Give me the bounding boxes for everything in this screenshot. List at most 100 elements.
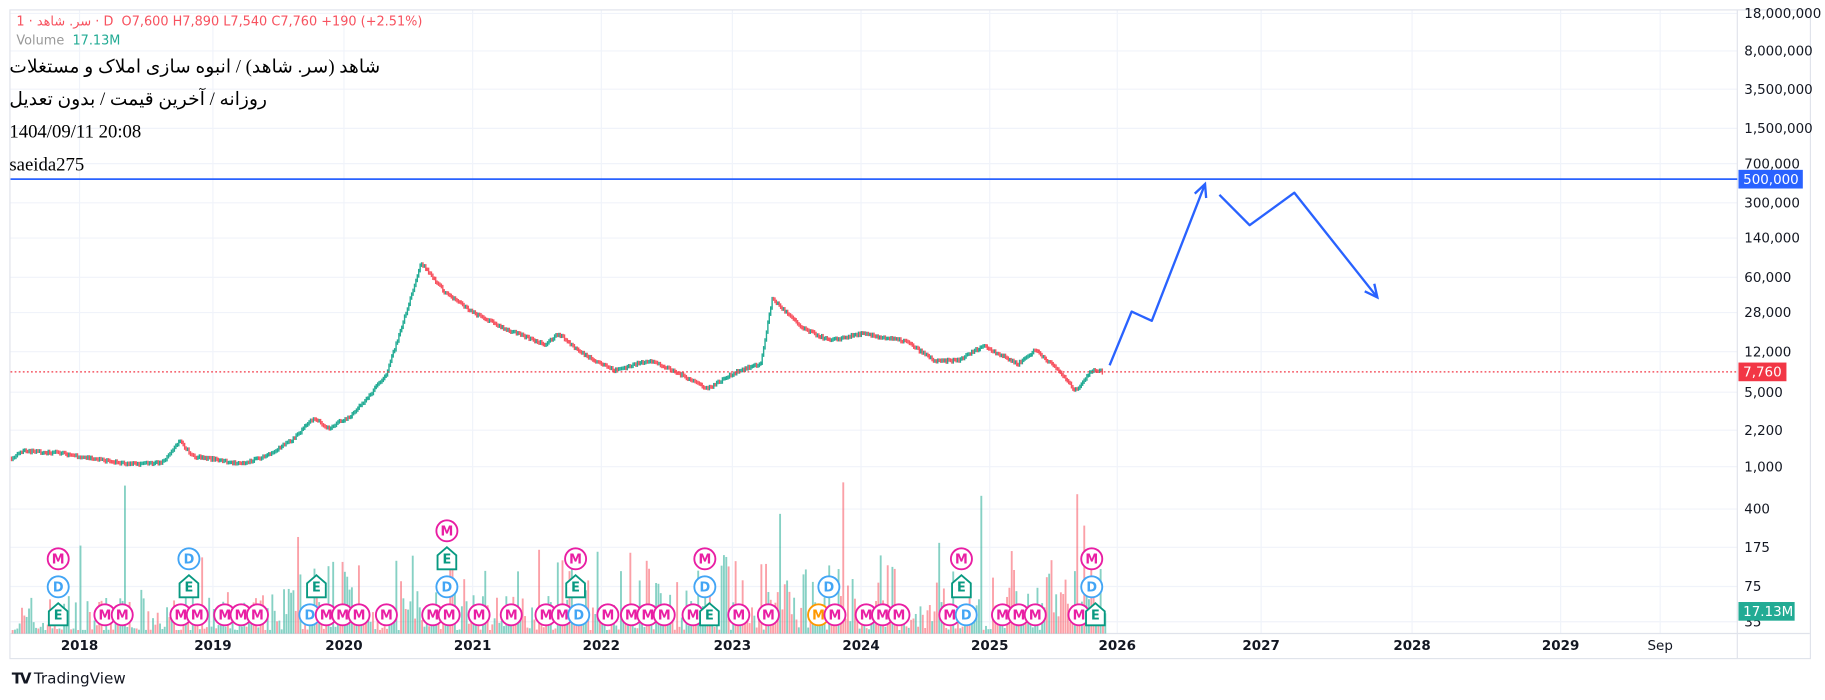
volume-bar (587, 580, 590, 634)
forecast-path-drawing[interactable] (1108, 183, 1207, 366)
dividend-event-icon[interactable] (177, 547, 201, 571)
volume-bar (947, 629, 950, 634)
volume-bar (907, 627, 910, 634)
volume-bar (409, 601, 412, 634)
market-event-icon[interactable] (499, 603, 523, 627)
dividend-event-icon[interactable] (567, 603, 591, 627)
volume-bar (926, 610, 929, 634)
volume-bar (800, 607, 803, 634)
event-label: M (996, 609, 1009, 624)
market-event-icon[interactable] (185, 603, 209, 627)
market-event-icon[interactable] (347, 603, 371, 627)
volume-bar (872, 620, 875, 634)
volume-bar (460, 606, 463, 634)
volume-bar (830, 625, 833, 634)
dividend-event-icon[interactable] (817, 575, 841, 599)
volume-bar (65, 624, 68, 634)
market-event-icon[interactable] (756, 603, 780, 627)
market-event-icon[interactable] (727, 603, 751, 627)
volume-bar (608, 629, 611, 634)
market-event-icon[interactable] (949, 547, 973, 571)
volume-bar (760, 564, 763, 634)
volume-bar (697, 570, 700, 634)
volume-bar (327, 566, 330, 634)
event-label: M (540, 609, 553, 624)
volume-bar (1090, 569, 1093, 634)
dividend-event-icon[interactable] (46, 575, 70, 599)
market-event-icon[interactable] (374, 603, 398, 627)
volume-bar (1057, 616, 1060, 634)
market-event-icon[interactable] (1080, 547, 1104, 571)
volume-bar (589, 630, 592, 634)
market-event-icon[interactable] (110, 603, 134, 627)
volume-bar (484, 570, 487, 634)
market-event-icon[interactable] (823, 603, 847, 627)
volume-bar (376, 617, 379, 634)
event-label: M (380, 609, 393, 624)
volume-bar (397, 630, 400, 634)
volume-bar (70, 629, 73, 634)
volume-bar (456, 630, 459, 634)
tradingview-brand[interactable]: TV TradingView (12, 671, 126, 689)
market-event-icon[interactable] (46, 547, 70, 571)
volume-bar (568, 571, 571, 634)
volume-bar (175, 629, 178, 634)
dividend-event-icon[interactable] (1080, 575, 1104, 599)
event-label: M (235, 609, 248, 624)
event-label: M (52, 553, 65, 568)
volume-bar (519, 611, 522, 634)
time-axis-label: 2027 (1242, 639, 1279, 654)
market-event-icon[interactable] (246, 603, 269, 627)
market-event-icon[interactable] (596, 603, 620, 627)
time-axis-label: 2019 (194, 639, 231, 654)
volume-bar (306, 629, 309, 634)
volume-bar (458, 629, 461, 634)
volume-bar (802, 574, 805, 634)
volume-bar (1052, 612, 1055, 634)
volume-bar (159, 623, 161, 634)
event-label: D (184, 553, 195, 568)
event-label: M (687, 609, 700, 624)
event-label: D (961, 609, 972, 624)
volume-bar (224, 626, 227, 634)
earnings-event-icon[interactable] (306, 573, 327, 599)
market-event-icon[interactable] (467, 603, 491, 627)
market-event-icon[interactable] (435, 519, 459, 543)
dividend-event-icon[interactable] (954, 603, 978, 627)
market-event-icon[interactable] (564, 547, 588, 571)
earnings-event-icon[interactable] (565, 573, 586, 599)
volume-bar (339, 625, 342, 634)
market-event-icon[interactable] (693, 547, 717, 571)
chart-frame (9, 9, 1812, 660)
market-event-icon[interactable] (652, 603, 676, 627)
volume-bar (987, 629, 990, 634)
earnings-event-icon[interactable] (47, 601, 69, 627)
volume-bar (39, 626, 42, 634)
market-event-icon[interactable] (437, 603, 461, 627)
volume-bar (985, 625, 987, 634)
earnings-event-icon[interactable] (951, 573, 972, 599)
volume-bar (1045, 577, 1048, 634)
volume-bar (1062, 594, 1065, 634)
volume-bar (598, 620, 601, 634)
volume-bar (53, 624, 56, 634)
market-event-icon[interactable] (1023, 603, 1047, 627)
volume-bar (1010, 551, 1013, 634)
volume-bar (138, 629, 140, 634)
earnings-event-icon[interactable] (699, 601, 720, 627)
volume-bar (863, 625, 866, 634)
dividend-event-icon[interactable] (693, 575, 717, 599)
earnings-event-icon[interactable] (436, 545, 458, 571)
earnings-event-icon[interactable] (178, 573, 200, 599)
volume-bar (734, 561, 737, 634)
market-event-icon[interactable] (887, 603, 911, 627)
time-axis-label: Sep (1648, 639, 1673, 654)
forecast-path-drawing[interactable] (1218, 191, 1379, 299)
volume-bar (928, 605, 931, 634)
event-label: M (860, 609, 873, 624)
volume-bar (407, 609, 409, 634)
earnings-event-icon[interactable] (1085, 601, 1106, 627)
dividend-event-icon[interactable] (435, 575, 459, 599)
event-label: M (893, 609, 906, 624)
